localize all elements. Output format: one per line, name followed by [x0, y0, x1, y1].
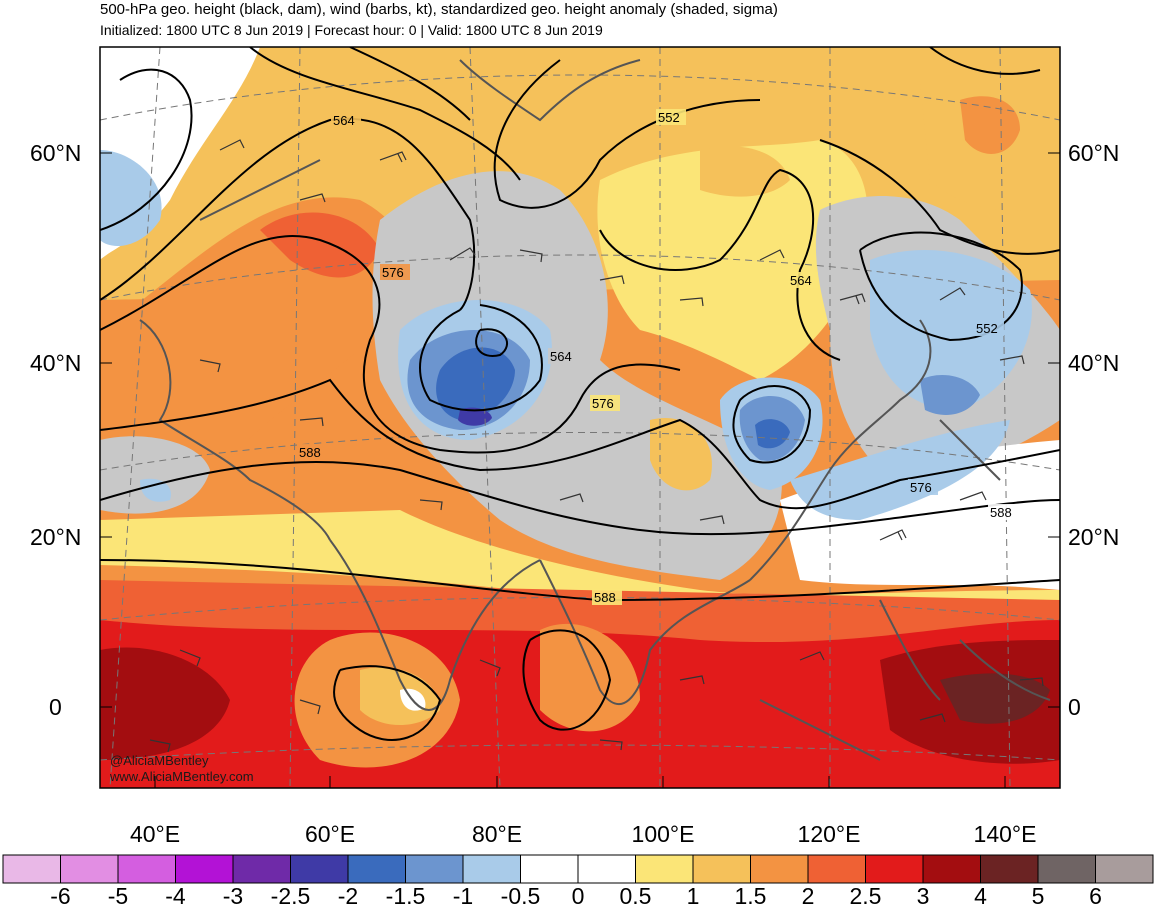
lat-label-0-right: 0 [1068, 694, 1081, 720]
colorbar-swatch [175, 854, 234, 884]
colorbar-swatch [520, 854, 579, 884]
colorbar-label: 2.5 [849, 883, 882, 909]
colorbar-swatch [980, 854, 1039, 884]
lat-label-40n-left: 40°N [30, 350, 82, 376]
colorbar-swatch [290, 854, 349, 884]
map-subtitle: Initialized: 1800 UTC 8 Jun 2019 | Forec… [100, 22, 603, 38]
colorbar-label: -1.5 [385, 883, 426, 909]
colorbar-label: 2 [801, 883, 815, 909]
colorbar-label: -4 [165, 883, 186, 909]
colorbar-swatch [462, 854, 521, 884]
contour-label: 576 [382, 265, 404, 280]
credit-website: www.AliciaMBentley.com [110, 769, 254, 784]
colorbar-label: 5 [1031, 883, 1045, 909]
lat-label-40n-right: 40°N [1068, 350, 1120, 376]
colorbar-label: 4 [974, 883, 987, 909]
colorbar-label: 0 [571, 883, 585, 909]
colorbar-label: 1 [686, 883, 700, 909]
colorbar-label: 3 [916, 883, 930, 909]
colorbar-label: 6 [1089, 883, 1102, 909]
colorbar-label: -6 [50, 883, 71, 909]
colorbar-swatch [232, 854, 291, 884]
contour-label: 588 [594, 590, 616, 605]
contour-label: 576 [910, 480, 932, 495]
lat-label-20n-right: 20°N [1068, 524, 1120, 550]
lon-label-140e: 140°E [973, 821, 1037, 847]
coastlines [139, 59, 1051, 761]
lat-label-0-left: 0 [49, 694, 62, 720]
contour-label: 588 [990, 505, 1012, 520]
credit-handle: @AliciaMBentley [110, 753, 209, 768]
colorbar-swatch [60, 854, 119, 884]
map-title: 500-hPa geo. height (black, dam), wind (… [100, 1, 778, 18]
contour-label: 552 [658, 110, 680, 125]
colorbar-label: -0.5 [500, 883, 541, 909]
colorbar-label: -2 [337, 883, 359, 909]
colorbar-label: -2.5 [270, 883, 311, 909]
colorbar-label: 1.5 [734, 883, 767, 909]
lat-label-60n-left: 60°N [30, 140, 82, 166]
contour-labels: 564 552 576 564 552 564 576 588 576 588 … [297, 109, 1018, 605]
contour-label: 576 [592, 396, 614, 411]
colorbar-swatch [635, 854, 694, 884]
colorbar-swatch [807, 854, 866, 884]
lon-label-40e: 40°E [129, 821, 181, 847]
colorbar-label: -5 [107, 883, 129, 909]
colorbar-swatch [577, 854, 636, 884]
colorbar-label: -3 [222, 883, 244, 909]
colorbar-swatch [1037, 854, 1096, 884]
lat-label-60n-right: 60°N [1068, 140, 1120, 166]
wind-barbs [149, 139, 1044, 753]
colorbar-label: 0.5 [619, 883, 652, 909]
axis-ticks [100, 152, 1060, 788]
colorbar-swatch [117, 854, 176, 884]
map-frame [99, 46, 1061, 789]
colorbar-swatch [865, 854, 924, 884]
colorbar-swatch [1095, 854, 1154, 884]
lon-label-120e: 120°E [797, 821, 861, 847]
lat-label-20n-left: 20°N [30, 524, 82, 550]
colorbar-swatch [750, 854, 809, 884]
contour-label: 564 [790, 273, 812, 288]
colorbar-label: -1 [452, 883, 474, 909]
colorbar-swatch [347, 854, 406, 884]
colorbar-swatch [922, 854, 981, 884]
lon-label-100e: 100°E [631, 821, 695, 847]
contour-label: 588 [299, 445, 321, 460]
lon-label-80e: 80°E [471, 821, 523, 847]
contour-label: 564 [550, 349, 572, 364]
contour-label: 564 [333, 113, 355, 128]
contour-label: 552 [976, 321, 998, 336]
colorbar-swatch [2, 854, 61, 884]
lon-label-60e: 60°E [304, 821, 356, 847]
colorbar-swatch [405, 854, 464, 884]
anomaly-shading [100, 47, 1060, 788]
colorbar-swatch [692, 854, 751, 884]
